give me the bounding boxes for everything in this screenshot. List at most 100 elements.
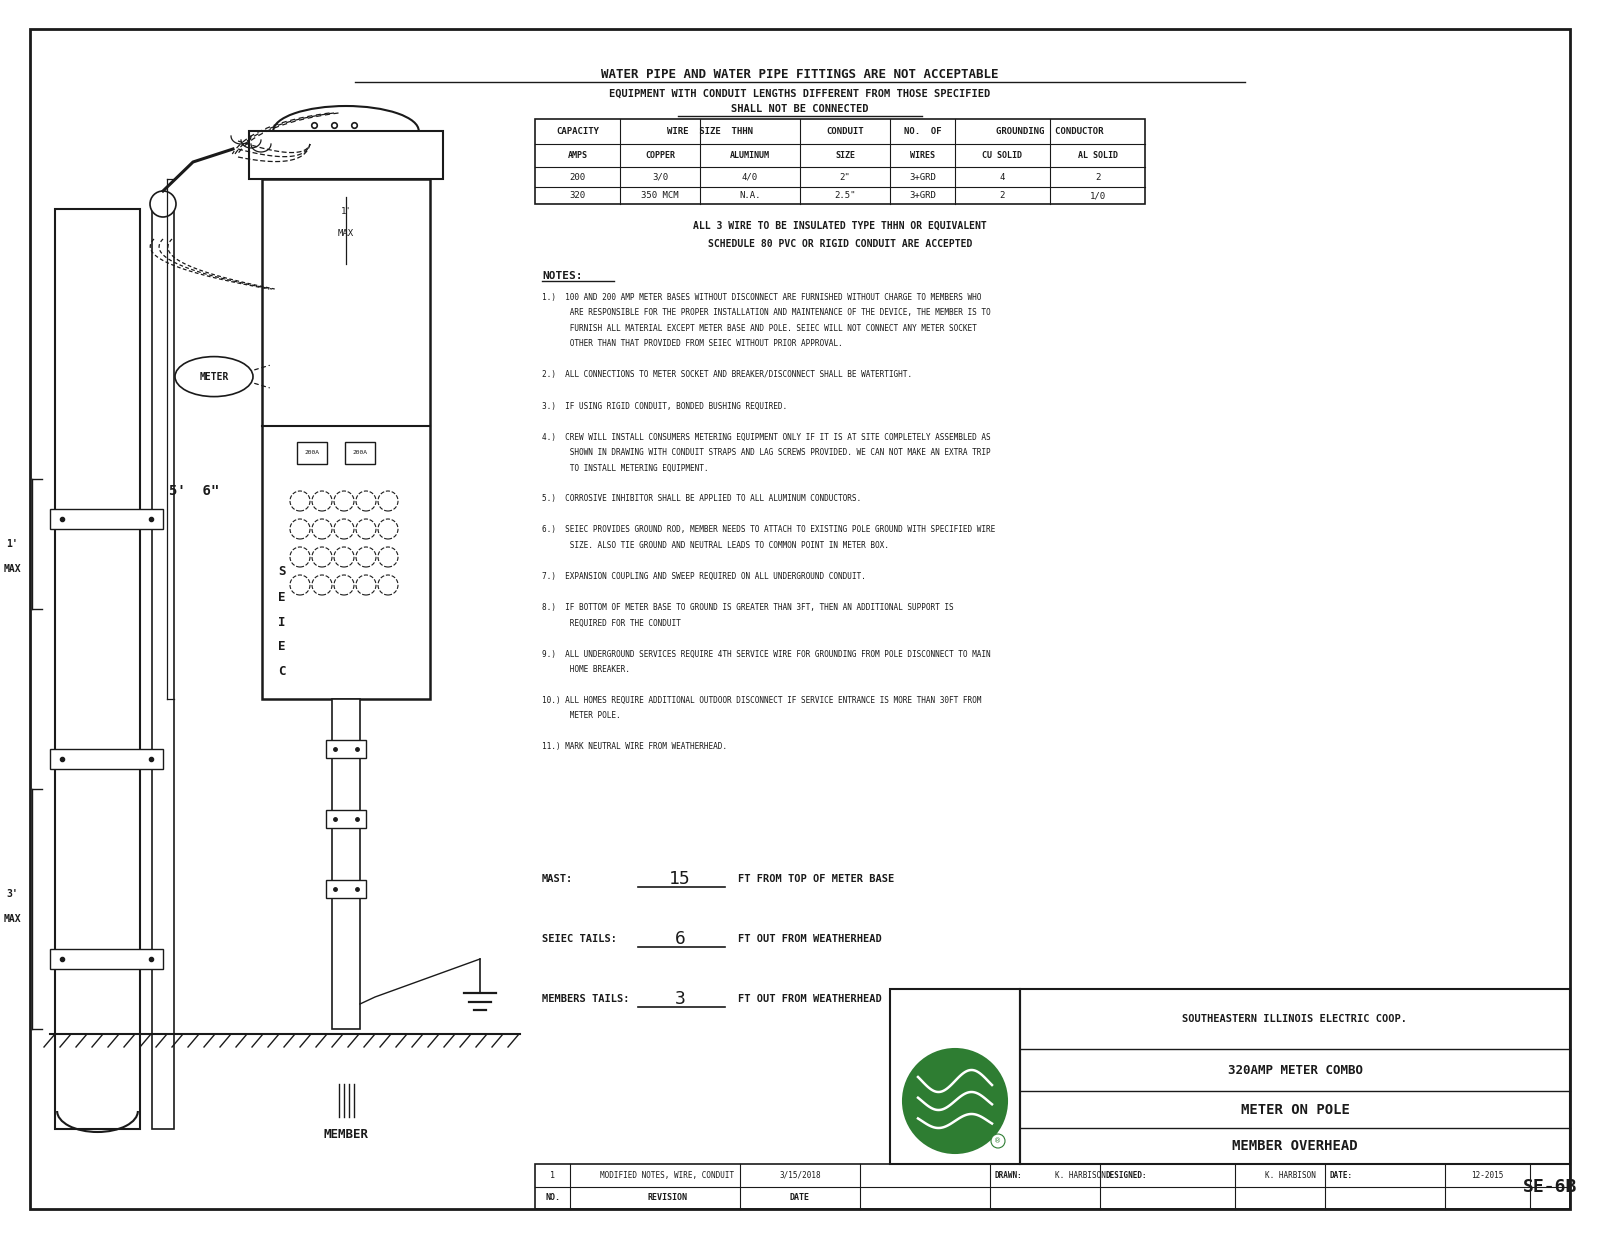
Text: 3+GRD: 3+GRD bbox=[909, 172, 936, 181]
Text: CU SOLID: CU SOLID bbox=[982, 151, 1022, 160]
Text: MEMBER: MEMBER bbox=[323, 1127, 368, 1141]
Text: MAST:: MAST: bbox=[542, 873, 573, 883]
Text: TO INSTALL METERING EQUIPMENT.: TO INSTALL METERING EQUIPMENT. bbox=[542, 463, 709, 472]
Ellipse shape bbox=[174, 357, 253, 396]
Text: MAX: MAX bbox=[338, 229, 354, 238]
Text: 3': 3' bbox=[6, 890, 18, 900]
Text: 2.5": 2.5" bbox=[834, 191, 856, 199]
Text: 9.)  ALL UNDERGROUND SERVICES REQUIRE 4TH SERVICE WIRE FOR GROUNDING FROM POLE D: 9.) ALL UNDERGROUND SERVICES REQUIRE 4TH… bbox=[542, 649, 990, 658]
Text: DATE: DATE bbox=[790, 1193, 810, 1203]
Bar bbox=[50, 750, 163, 769]
Text: METER: METER bbox=[200, 372, 229, 382]
Text: 12-2015: 12-2015 bbox=[1472, 1171, 1504, 1180]
Text: GROUNDING  CONDUCTOR: GROUNDING CONDUCTOR bbox=[997, 128, 1104, 136]
Bar bbox=[326, 810, 366, 828]
Circle shape bbox=[150, 191, 176, 217]
Text: 1': 1' bbox=[341, 207, 352, 216]
Text: DATE:: DATE: bbox=[1330, 1171, 1354, 1180]
Text: METER ON POLE: METER ON POLE bbox=[1240, 1103, 1349, 1116]
Text: 200: 200 bbox=[570, 172, 586, 181]
Text: FT FROM TOP OF METER BASE: FT FROM TOP OF METER BASE bbox=[738, 873, 894, 883]
Text: 350 MCM: 350 MCM bbox=[642, 191, 678, 199]
Bar bbox=[346, 442, 374, 463]
Text: CAPACITY: CAPACITY bbox=[557, 128, 598, 136]
Text: MAX: MAX bbox=[3, 914, 21, 924]
Bar bbox=[890, 989, 1021, 1163]
Text: SIZE. ALSO TIE GROUND AND NEUTRAL LEADS TO COMMON POINT IN METER BOX.: SIZE. ALSO TIE GROUND AND NEUTRAL LEADS … bbox=[542, 541, 890, 550]
Text: 2.)  ALL CONNECTIONS TO METER SOCKET AND BREAKER/DISCONNECT SHALL BE WATERTIGHT.: 2.) ALL CONNECTIONS TO METER SOCKET AND … bbox=[542, 370, 912, 379]
Text: WIRE  SIZE  THHN: WIRE SIZE THHN bbox=[667, 128, 754, 136]
Text: S: S bbox=[278, 565, 286, 579]
Text: SCHEDULE 80 PVC OR RIGID CONDUIT ARE ACCEPTED: SCHEDULE 80 PVC OR RIGID CONDUIT ARE ACC… bbox=[707, 239, 973, 249]
Text: REQUIRED FOR THE CONDUIT: REQUIRED FOR THE CONDUIT bbox=[542, 618, 680, 627]
Text: FT OUT FROM WEATHERHEAD: FT OUT FROM WEATHERHEAD bbox=[738, 994, 882, 1004]
Text: 11.) MARK NEUTRAL WIRE FROM WEATHERHEAD.: 11.) MARK NEUTRAL WIRE FROM WEATHERHEAD. bbox=[542, 742, 726, 752]
Text: SEIEC TAILS:: SEIEC TAILS: bbox=[542, 934, 618, 944]
Bar bbox=[262, 178, 430, 699]
Text: 5.)  CORROSIVE INHIBITOR SHALL BE APPLIED TO ALL ALUMINUM CONDUCTORS.: 5.) CORROSIVE INHIBITOR SHALL BE APPLIED… bbox=[542, 494, 861, 503]
Text: NOTES:: NOTES: bbox=[542, 271, 582, 281]
Text: DESIGNED:: DESIGNED: bbox=[1106, 1171, 1147, 1180]
Text: MEMBER OVERHEAD: MEMBER OVERHEAD bbox=[1232, 1139, 1358, 1154]
Text: K. HARBISON: K. HARBISON bbox=[1054, 1171, 1106, 1180]
Text: N.A.: N.A. bbox=[739, 191, 760, 199]
Text: 1': 1' bbox=[6, 539, 18, 549]
Text: 1/0: 1/0 bbox=[1090, 191, 1106, 199]
Text: MEMBERS TAILS:: MEMBERS TAILS: bbox=[542, 994, 629, 1004]
Text: 4: 4 bbox=[1000, 172, 1005, 181]
Text: 4.)  CREW WILL INSTALL CONSUMERS METERING EQUIPMENT ONLY IF IT IS AT SITE COMPLE: 4.) CREW WILL INSTALL CONSUMERS METERING… bbox=[542, 432, 990, 441]
Text: AL SOLID: AL SOLID bbox=[1077, 151, 1117, 160]
Text: K. HARBISON: K. HARBISON bbox=[1264, 1171, 1315, 1180]
Text: ®: ® bbox=[995, 1137, 1002, 1144]
Text: 320AMP METER COMBO: 320AMP METER COMBO bbox=[1227, 1064, 1363, 1077]
Bar bbox=[1021, 989, 1570, 1163]
Text: 3/0: 3/0 bbox=[651, 172, 669, 181]
Bar bbox=[534, 119, 1146, 204]
Circle shape bbox=[990, 1134, 1005, 1149]
Text: MODIFIED NOTES, WIRE, CONDUIT: MODIFIED NOTES, WIRE, CONDUIT bbox=[600, 1171, 734, 1180]
Text: 3/15/2018: 3/15/2018 bbox=[779, 1171, 821, 1180]
Text: ARE RESPONSIBLE FOR THE PROPER INSTALLATION AND MAINTENANCE OF THE DEVICE, THE M: ARE RESPONSIBLE FOR THE PROPER INSTALLAT… bbox=[542, 309, 990, 317]
Text: 8.)  IF BOTTOM OF METER BASE TO GROUND IS GREATER THAN 3FT, THEN AN ADDITIONAL S: 8.) IF BOTTOM OF METER BASE TO GROUND IS… bbox=[542, 603, 954, 612]
Text: SHALL NOT BE CONNECTED: SHALL NOT BE CONNECTED bbox=[731, 104, 869, 114]
Text: 6.)  SEIEC PROVIDES GROUND ROD, MEMBER NEEDS TO ATTACH TO EXISTING POLE GROUND W: 6.) SEIEC PROVIDES GROUND ROD, MEMBER NE… bbox=[542, 525, 995, 534]
Bar bbox=[326, 740, 366, 758]
Text: SE-6B: SE-6B bbox=[1523, 1177, 1578, 1196]
Text: 15: 15 bbox=[669, 870, 691, 888]
Text: FURNISH ALL MATERIAL EXCEPT METER BASE AND POLE. SEIEC WILL NOT CONNECT ANY METE: FURNISH ALL MATERIAL EXCEPT METER BASE A… bbox=[542, 325, 976, 333]
Circle shape bbox=[902, 1049, 1006, 1154]
Text: E: E bbox=[278, 641, 286, 653]
Text: ALL 3 WIRE TO BE INSULATED TYPE THHN OR EQUIVALENT: ALL 3 WIRE TO BE INSULATED TYPE THHN OR … bbox=[693, 221, 987, 230]
Text: 2: 2 bbox=[1000, 191, 1005, 199]
Text: SHOWN IN DRAWING WITH CONDUIT STRAPS AND LAG SCREWS PROVIDED. WE CAN NOT MAKE AN: SHOWN IN DRAWING WITH CONDUIT STRAPS AND… bbox=[542, 449, 990, 457]
Text: NO.  OF: NO. OF bbox=[904, 128, 941, 136]
Text: 10.) ALL HOMES REQUIRE ADDITIONAL OUTDOOR DISCONNECT IF SERVICE ENTRANCE IS MORE: 10.) ALL HOMES REQUIRE ADDITIONAL OUTDOO… bbox=[542, 696, 981, 705]
Bar bbox=[50, 949, 163, 969]
Text: MAX: MAX bbox=[3, 564, 21, 574]
Text: 5'  6": 5' 6" bbox=[170, 484, 219, 498]
Text: HOME BREAKER.: HOME BREAKER. bbox=[542, 665, 630, 674]
Text: 200A: 200A bbox=[304, 451, 320, 456]
Text: SIZE: SIZE bbox=[835, 151, 854, 160]
Text: REVISION: REVISION bbox=[648, 1193, 688, 1203]
Text: WATER PIPE AND WATER PIPE FITTINGS ARE NOT ACCEPTABLE: WATER PIPE AND WATER PIPE FITTINGS ARE N… bbox=[602, 67, 998, 81]
Text: E: E bbox=[278, 591, 286, 605]
Text: 3+GRD: 3+GRD bbox=[909, 191, 936, 199]
Text: SOUTHEASTERN ILLINOIS ELECTRIC COOP.: SOUTHEASTERN ILLINOIS ELECTRIC COOP. bbox=[1182, 1014, 1408, 1025]
Text: C: C bbox=[278, 665, 286, 679]
Bar bbox=[250, 131, 443, 178]
Text: 7.)  EXPANSION COUPLING AND SWEEP REQUIRED ON ALL UNDERGROUND CONDUIT.: 7.) EXPANSION COUPLING AND SWEEP REQUIRE… bbox=[542, 572, 866, 581]
Bar bbox=[298, 442, 326, 463]
Text: 6: 6 bbox=[675, 930, 685, 948]
Text: EQUIPMENT WITH CONDUIT LENGTHS DIFFERENT FROM THOSE SPECIFIED: EQUIPMENT WITH CONDUIT LENGTHS DIFFERENT… bbox=[610, 89, 990, 99]
Text: ALUMINUM: ALUMINUM bbox=[730, 151, 770, 160]
Text: COPPER: COPPER bbox=[645, 151, 675, 160]
Text: DRAWN:: DRAWN: bbox=[995, 1171, 1022, 1180]
Text: 200A: 200A bbox=[352, 451, 368, 456]
Text: FT OUT FROM WEATHERHEAD: FT OUT FROM WEATHERHEAD bbox=[738, 934, 882, 944]
Text: 3.)  IF USING RIGID CONDUIT, BONDED BUSHING REQUIRED.: 3.) IF USING RIGID CONDUIT, BONDED BUSHI… bbox=[542, 401, 787, 410]
Text: 3: 3 bbox=[675, 990, 685, 1009]
Bar bbox=[326, 880, 366, 898]
Text: I: I bbox=[278, 616, 286, 628]
Bar bbox=[50, 509, 163, 529]
